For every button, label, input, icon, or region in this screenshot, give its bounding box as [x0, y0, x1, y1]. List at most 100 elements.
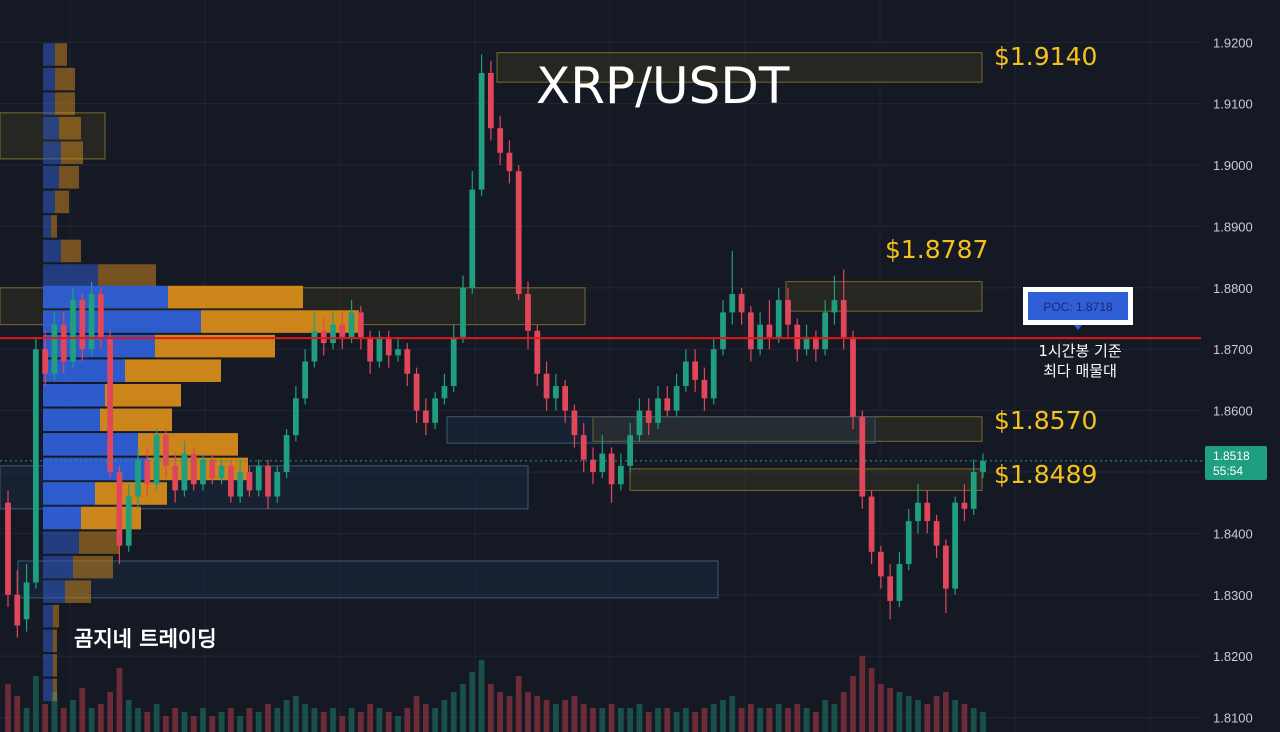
- profile-bar-orange: [53, 629, 57, 653]
- candle-body: [14, 594, 21, 626]
- profile-bar-orange: [168, 285, 303, 309]
- volume-bar: [469, 672, 476, 732]
- volume-bar: [803, 708, 810, 732]
- profile-bar-orange: [155, 334, 275, 358]
- candle-body: [144, 459, 151, 485]
- candle-body: [785, 300, 791, 325]
- candle-body: [116, 471, 123, 546]
- volume-bar: [627, 708, 634, 732]
- candle-body: [227, 465, 234, 497]
- candle-body: [404, 349, 411, 374]
- candle-body: [51, 324, 58, 374]
- candle-body: [887, 576, 894, 601]
- volume-bar: [831, 704, 838, 732]
- candle-body: [877, 551, 884, 577]
- candle-body: [850, 336, 856, 417]
- candle-body: [107, 336, 114, 472]
- profile-bar-orange: [55, 43, 67, 66]
- profile-bar-blue: [43, 678, 53, 702]
- profile-bar-orange: [61, 239, 81, 263]
- profile-bar-orange: [100, 408, 172, 432]
- volume-bar: [441, 700, 448, 732]
- profile-bar-blue: [43, 310, 201, 333]
- volume-bar: [766, 708, 773, 732]
- volume-bar: [107, 692, 114, 732]
- volume-bar: [757, 708, 764, 732]
- candle-body: [339, 324, 346, 337]
- profile-bar-blue: [43, 604, 53, 628]
- volume-bar: [70, 700, 76, 732]
- volume-bar: [237, 716, 244, 732]
- candle-body: [868, 496, 875, 552]
- volume-bar: [144, 712, 151, 732]
- volume-bar: [980, 712, 986, 732]
- candle-body: [153, 435, 160, 485]
- volume-bar: [125, 700, 132, 732]
- candle-body: [552, 386, 559, 399]
- volume-bar: [404, 708, 411, 732]
- profile-bar-blue: [43, 654, 53, 677]
- candle-body: [970, 471, 977, 509]
- profile-bar-blue: [43, 67, 55, 91]
- y-tick-label: 1.8700: [1213, 342, 1253, 357]
- candle-body: [265, 465, 271, 497]
- watermark-text: 곰지네 트레이딩: [74, 627, 217, 651]
- poc-label: POC: 1.8718: [1043, 300, 1113, 314]
- candle-body: [794, 324, 801, 350]
- candle-body: [395, 349, 401, 356]
- volume-bar: [367, 704, 374, 732]
- volume-bar: [887, 688, 894, 732]
- volume-bar: [664, 708, 671, 732]
- candle-body: [292, 398, 299, 436]
- profile-bar-orange: [79, 531, 119, 554]
- candle-body: [720, 312, 726, 350]
- profile-bar-blue: [43, 629, 53, 653]
- candle-body: [571, 410, 578, 436]
- candle-body: [562, 386, 569, 411]
- profile-bar-blue: [43, 166, 59, 189]
- candle-body: [5, 502, 11, 595]
- zone-box-blue-18570: [446, 416, 876, 444]
- candlestick-series: [5, 54, 986, 638]
- volume-bar: [79, 688, 86, 732]
- candle-body: [181, 453, 188, 491]
- profile-bar-blue: [43, 215, 51, 238]
- volume-bar: [896, 692, 903, 732]
- volume-bar: [422, 704, 429, 732]
- volume-bar: [246, 708, 253, 732]
- candle-body: [590, 459, 596, 472]
- candle-body: [599, 453, 606, 472]
- profile-bar-orange: [125, 359, 221, 382]
- profile-bar-orange: [201, 310, 359, 333]
- candle-body: [88, 293, 95, 350]
- volume-bar: [525, 692, 531, 732]
- chart-title: XRP/USDT: [536, 57, 790, 115]
- candle-body: [775, 300, 782, 337]
- candle-body: [162, 435, 169, 466]
- volume-bar: [924, 704, 931, 732]
- profile-bar-orange: [105, 383, 181, 407]
- candle-body: [738, 293, 745, 313]
- candle-body: [469, 189, 476, 288]
- candle-body: [32, 349, 39, 583]
- volume-bar: [738, 708, 745, 732]
- volume-bar: [255, 712, 262, 732]
- candle-body: [617, 465, 624, 485]
- profile-bar-orange: [73, 555, 113, 579]
- y-tick-label: 1.8200: [1213, 649, 1253, 664]
- volume-bar: [970, 708, 977, 732]
- volume-bar: [571, 696, 578, 732]
- profile-bar-orange: [55, 67, 75, 91]
- candle-body: [952, 502, 959, 589]
- candle-body: [729, 293, 736, 313]
- candle-body: [478, 72, 485, 190]
- volume-bar: [515, 676, 522, 732]
- volume-bar: [302, 704, 309, 732]
- volume-bar: [785, 708, 791, 732]
- volume-bar: [673, 712, 680, 732]
- volume-bar: [617, 708, 624, 732]
- candle-body: [348, 312, 355, 337]
- candle-body: [710, 349, 717, 399]
- volume-bar: [320, 712, 327, 732]
- candle-body: [506, 152, 513, 172]
